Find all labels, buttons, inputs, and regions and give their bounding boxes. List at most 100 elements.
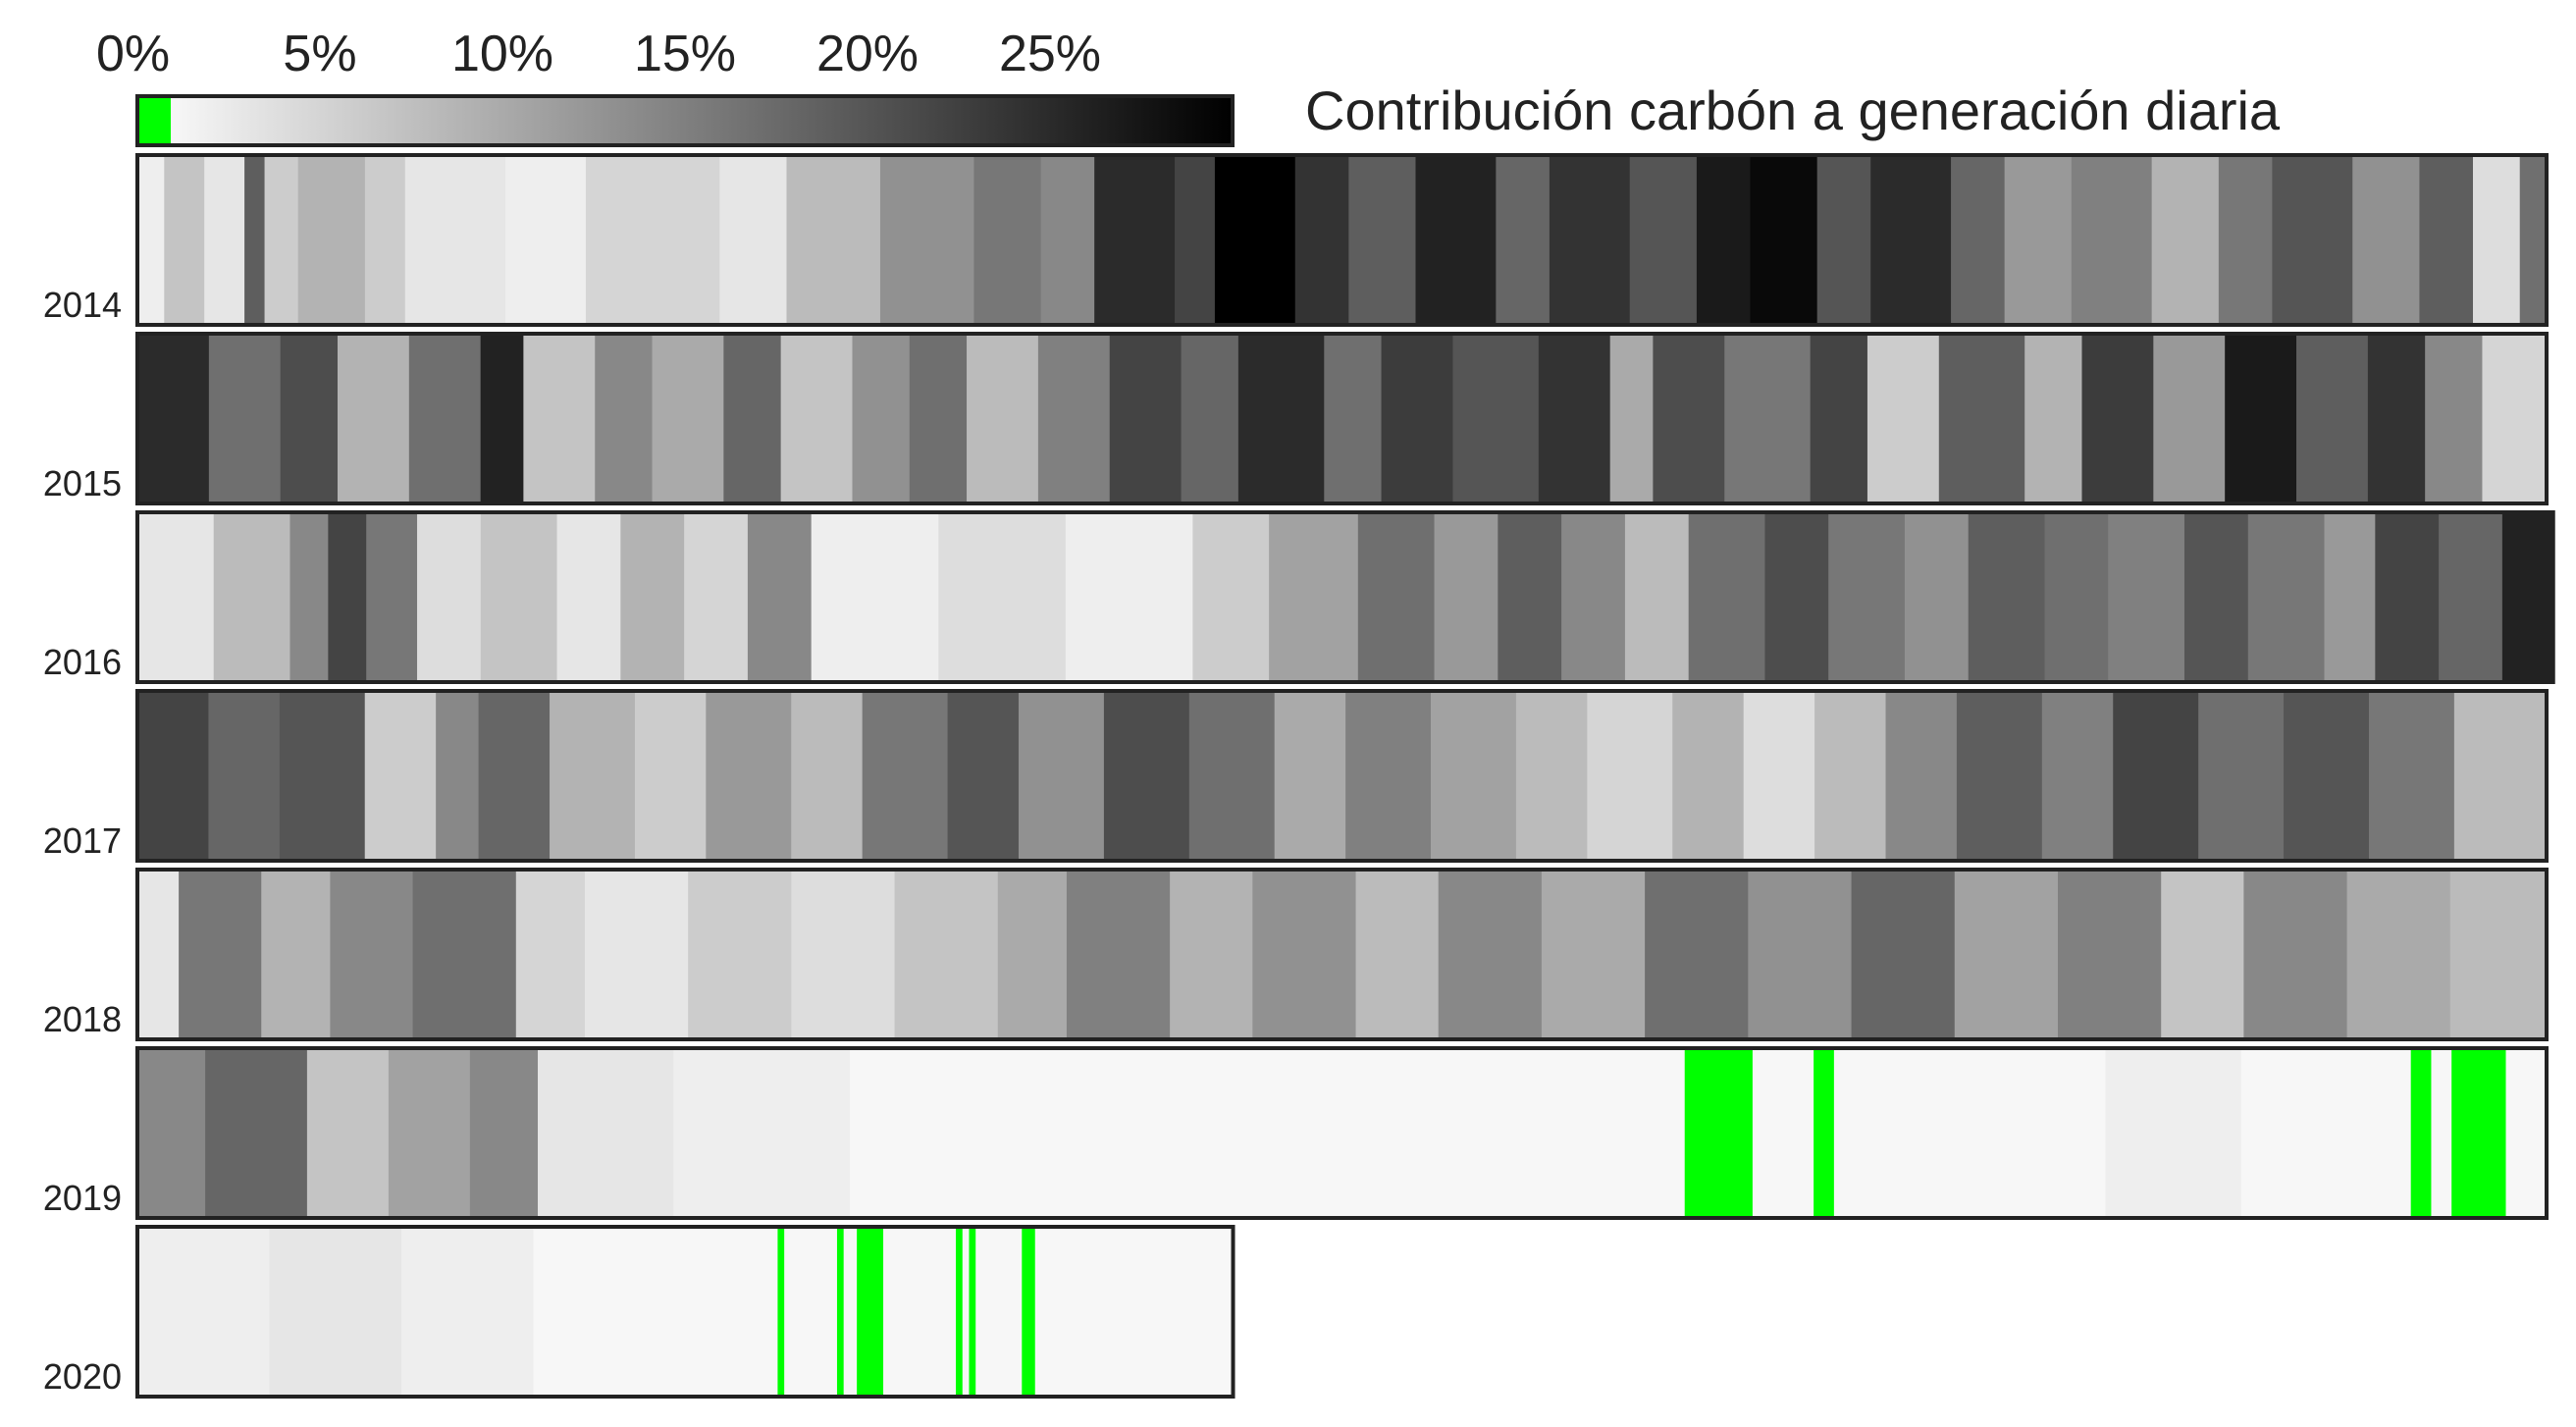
heatmap-cell — [137, 691, 210, 861]
heatmap-cell — [1274, 691, 1346, 861]
heatmap-cell — [366, 512, 418, 682]
year-row-frame — [135, 868, 2549, 1041]
heatmap-cell — [364, 155, 406, 325]
heatmap-cell — [2505, 1048, 2548, 1218]
heatmap-cell — [1750, 155, 1818, 325]
heatmap-cell — [556, 512, 621, 682]
heatmap-cell — [261, 870, 331, 1039]
heatmap-cell — [1828, 512, 1906, 682]
heatmap-cell — [997, 870, 1068, 1039]
heatmap-cell — [137, 1227, 271, 1397]
heatmap-cell — [1034, 1227, 1235, 1397]
heatmap-cell — [791, 691, 864, 861]
heatmap-cell — [2071, 155, 2153, 325]
heatmap-cell — [1065, 512, 1193, 682]
heatmap-cell — [1496, 155, 1551, 325]
heatmap-cell — [2346, 870, 2451, 1039]
heatmap-cell — [1269, 512, 1359, 682]
heatmap-cell — [1833, 1048, 2107, 1218]
heatmap-cell — [780, 334, 854, 503]
heatmap-cell — [1810, 334, 1868, 503]
heatmap-cell — [786, 155, 881, 325]
heatmap-cell — [1587, 691, 1673, 861]
heatmap-cell — [879, 155, 975, 325]
heatmap-cell — [1624, 512, 1690, 682]
heatmap-cell — [1956, 691, 2043, 861]
year-label: 2019 — [43, 1178, 122, 1218]
heatmap-cell — [620, 512, 685, 682]
heatmap-cell — [137, 512, 215, 682]
year-row-2015: 2015 — [43, 332, 2549, 505]
colorbar-tick-label: 20% — [816, 26, 919, 82]
heatmap-cell — [164, 155, 205, 325]
heatmap-cell — [280, 334, 339, 503]
heatmap-cell — [1743, 691, 1815, 861]
heatmap-cell — [306, 1048, 390, 1218]
heatmap-cell — [1688, 512, 1766, 682]
heatmap-cell — [584, 870, 689, 1039]
heatmap-cell — [1951, 155, 2006, 325]
heatmap-cell — [2041, 691, 2114, 861]
heatmap-cell — [2243, 870, 2348, 1039]
heatmap-cell — [328, 512, 367, 682]
heatmap-cell — [1629, 155, 1698, 325]
heatmap-cell — [719, 155, 788, 325]
heatmap-cell — [2375, 512, 2440, 682]
heatmap-cell — [1724, 334, 1812, 503]
heatmap-cell — [297, 155, 366, 325]
heatmap-cell — [408, 334, 482, 503]
heatmap-cell — [1549, 155, 1631, 325]
heatmap-cell — [204, 155, 245, 325]
heatmap-cell — [894, 870, 999, 1039]
heatmap-cell — [2453, 691, 2548, 861]
year-row-2014: 2014 — [43, 153, 2549, 327]
heatmap-cell — [1696, 155, 1752, 325]
heatmap-cell — [1237, 334, 1325, 503]
heatmap-cell — [330, 870, 414, 1039]
heatmap-cell — [208, 691, 281, 861]
heatmap-cell — [2419, 155, 2474, 325]
heatmap-cell — [364, 691, 437, 861]
heatmap-cell — [585, 155, 720, 325]
heatmap-cell — [208, 334, 282, 503]
heatmap-cell — [244, 155, 266, 325]
heatmap-cell — [2108, 512, 2185, 682]
heatmap-cell — [2113, 691, 2199, 861]
year-row-2017: 2017 — [43, 689, 2549, 863]
colorbar-tick-label: 15% — [634, 26, 736, 82]
heatmap-cell — [1381, 334, 1454, 503]
heatmap-cell — [967, 334, 1039, 503]
colorbar-tick-label: 0% — [96, 26, 170, 82]
heatmap-cell — [2218, 155, 2274, 325]
heatmap-cell — [1816, 155, 1871, 325]
heatmap-cell — [2225, 334, 2297, 503]
heatmap-cell — [1109, 334, 1183, 503]
heatmap-cell — [2449, 870, 2548, 1039]
heatmap-cell — [791, 870, 896, 1039]
colorbar-frame — [135, 94, 1235, 147]
heatmap-cell — [852, 334, 911, 503]
heatmap-cell — [388, 1048, 471, 1218]
heatmap-cell — [137, 870, 180, 1039]
heatmap-cell — [634, 691, 707, 861]
heatmap-cell — [1324, 334, 1383, 503]
chart-title: Contribución carbón a generación diaria — [1305, 79, 2281, 141]
heatmap-cell — [1748, 870, 1853, 1039]
heatmap-cell — [2472, 155, 2521, 325]
heatmap-cell — [1393, 1048, 1686, 1218]
heatmap-cell — [975, 1227, 1023, 1397]
heatmap-cell — [1192, 512, 1270, 682]
heatmap-cell — [2296, 334, 2369, 503]
heatmap-cell — [515, 870, 586, 1039]
heatmap-cell — [1348, 155, 1417, 325]
year-label: 2014 — [43, 285, 122, 325]
heatmap-cell — [1181, 334, 1239, 503]
heatmap-cell — [1121, 1048, 1393, 1218]
heatmap-cell — [137, 155, 165, 325]
heatmap-cell — [1018, 691, 1105, 861]
heatmap-cell — [1037, 334, 1111, 503]
heatmap-cell — [2451, 1048, 2507, 1218]
heatmap-cell — [523, 334, 596, 503]
